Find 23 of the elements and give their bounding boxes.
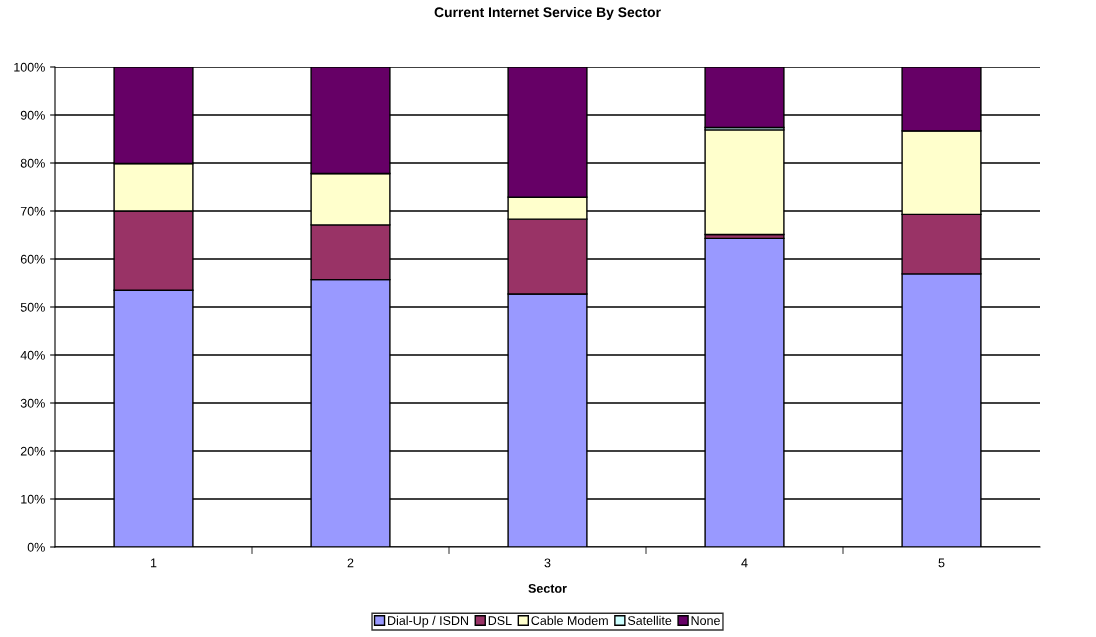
x-tick-label: 5	[938, 558, 945, 568]
x-tick-label: 3	[544, 558, 551, 568]
x-axis-title: Sector	[528, 583, 567, 593]
y-tick-label: 20%	[20, 446, 45, 456]
y-tick-label: 80%	[20, 158, 45, 168]
y-tick-label: 70%	[20, 206, 45, 216]
legend-label: DSL	[488, 616, 512, 625]
y-tick-label: 50%	[20, 302, 45, 312]
x-tick-label: 1	[150, 558, 157, 568]
chart-title: Current Internet Service By Sector	[434, 6, 661, 20]
y-tick-label: 30%	[20, 398, 45, 408]
legend-label: None	[691, 616, 720, 625]
x-tick-label: 2	[347, 558, 354, 568]
y-tick-label: 100%	[14, 62, 45, 72]
y-tick-label: 10%	[21, 494, 45, 504]
legend-label: Satellite	[627, 615, 672, 625]
y-tick-label: 40%	[20, 350, 45, 360]
x-tick-label: 4	[741, 558, 748, 568]
legend-label: Cable Modem	[531, 615, 608, 625]
y-tick-label: 90%	[20, 110, 45, 120]
legend-label: Dial-Up / ISDN	[388, 615, 468, 628]
y-tick-label: 0%	[27, 542, 45, 552]
y-tick-label: 60%	[20, 254, 45, 264]
